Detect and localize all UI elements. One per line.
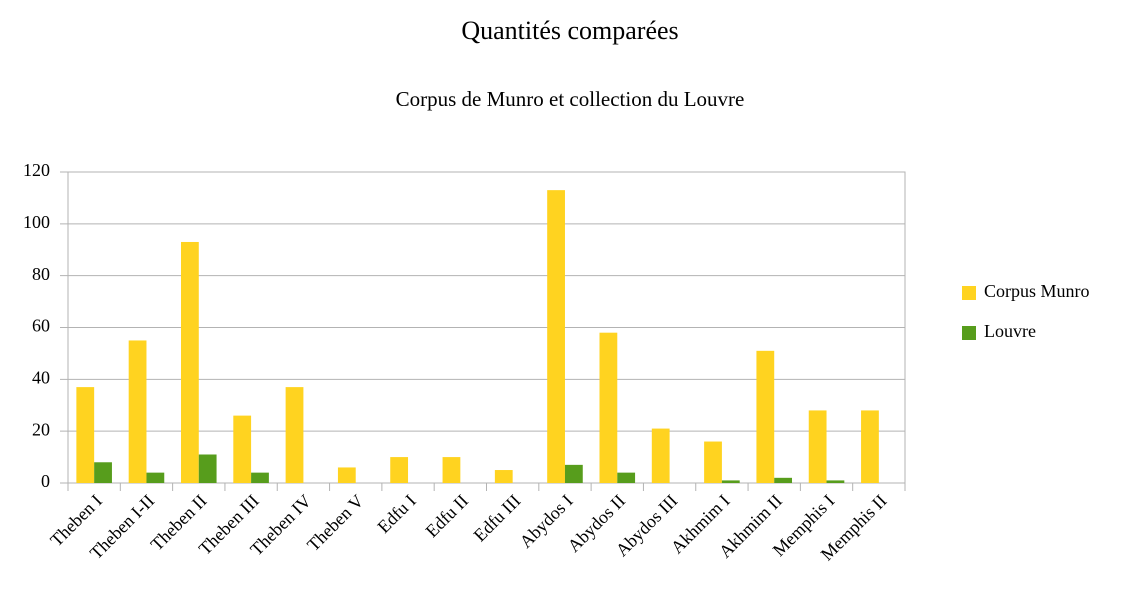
bar — [704, 441, 722, 483]
x-tick-label: Theben V — [303, 491, 367, 555]
y-tick-label: 120 — [23, 160, 50, 180]
chart-subtitle: Corpus de Munro et collection du Louvre — [396, 87, 745, 111]
bar — [564, 464, 583, 483]
legend-label: Louvre — [984, 321, 1036, 341]
bar — [94, 462, 112, 483]
bar — [826, 480, 845, 483]
bar — [721, 480, 740, 483]
bar — [251, 472, 269, 483]
bar — [494, 470, 513, 483]
y-tick-label: 80 — [32, 264, 50, 284]
bar — [390, 457, 409, 483]
bar — [547, 190, 565, 483]
bar — [233, 415, 252, 483]
bar — [651, 428, 670, 483]
y-tick-label: 100 — [23, 212, 50, 232]
bar — [617, 472, 636, 483]
legend-swatch — [962, 326, 976, 340]
bar — [128, 340, 147, 483]
bar — [146, 472, 165, 483]
bar — [599, 332, 618, 483]
bar — [808, 410, 827, 483]
x-tick-label: Edfu II — [422, 491, 473, 542]
chart-title: Quantités comparées — [461, 16, 678, 45]
bar — [337, 467, 356, 483]
bar — [285, 387, 304, 483]
bar — [76, 387, 95, 483]
legend-swatch — [962, 286, 976, 300]
bar — [756, 350, 775, 483]
y-tick-label: 60 — [32, 316, 50, 336]
x-tick-label: Edfu I — [373, 491, 419, 537]
bar — [861, 410, 879, 483]
legend-label: Corpus Munro — [984, 281, 1090, 301]
bar — [198, 454, 217, 483]
bar — [442, 457, 461, 483]
bar — [180, 241, 199, 483]
bar — [774, 477, 793, 483]
y-tick-label: 0 — [41, 471, 50, 491]
y-tick-label: 20 — [32, 419, 50, 439]
y-tick-label: 40 — [32, 367, 50, 387]
